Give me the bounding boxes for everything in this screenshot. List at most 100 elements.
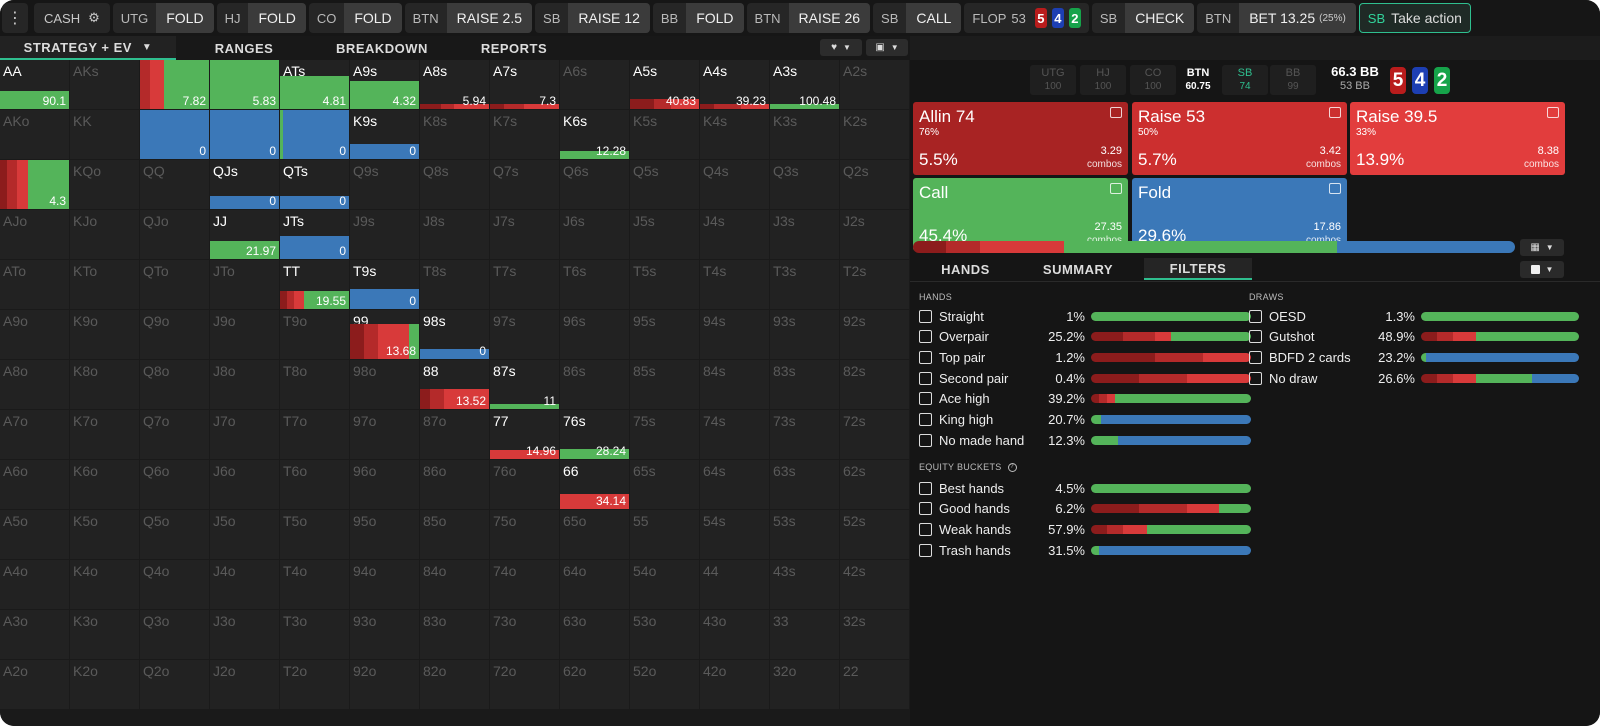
hand-cell[interactable]: JTs 0 <box>280 210 349 259</box>
action-step-sb[interactable]: SB RAISE 12 <box>535 3 650 33</box>
hand-cell[interactable]: T2o <box>280 660 349 709</box>
hand-cell[interactable]: 72s <box>840 410 909 459</box>
hand-cell[interactable]: J2s <box>840 210 909 259</box>
hand-cell[interactable]: T7o <box>280 410 349 459</box>
hand-cell[interactable]: 72o <box>490 660 559 709</box>
hand-cell[interactable]: T2s <box>840 260 909 309</box>
hand-cell[interactable]: 86o <box>420 460 489 509</box>
hand-cell[interactable]: K5s <box>630 110 699 159</box>
filter-checkbox[interactable] <box>919 392 932 406</box>
hand-cell[interactable]: T8s <box>420 260 489 309</box>
hand-cell[interactable]: K6s 12.28 <box>560 110 629 159</box>
tab-reports[interactable]: REPORTS <box>462 36 566 60</box>
hand-cell[interactable]: J8o <box>210 360 279 409</box>
hand-cell[interactable]: ATs 4.81 <box>280 60 349 109</box>
action-box-raise-39-5[interactable]: Raise 39.5 33% 13.9% 8.38 combos <box>1350 102 1565 175</box>
hand-cell[interactable]: 83s <box>770 360 839 409</box>
hand-cell[interactable]: 52o <box>630 660 699 709</box>
filter-checkbox[interactable] <box>919 481 932 495</box>
hand-cell[interactable]: AA 90.1 <box>0 60 69 109</box>
hand-cell[interactable]: J4o <box>210 560 279 609</box>
hand-cell[interactable]: 62o <box>560 660 629 709</box>
hand-cell[interactable]: Q9o <box>140 310 209 359</box>
hand-cell[interactable]: 85s <box>630 360 699 409</box>
filter-checkbox[interactable] <box>919 330 932 344</box>
filter-row[interactable]: Overpair 25.2% <box>919 327 1251 347</box>
action-box-call[interactable]: Call 45.4% 27.35 combos <box>913 178 1128 251</box>
hand-cell[interactable]: 98s 0 <box>420 310 489 359</box>
hand-cell[interactable]: 86s <box>560 360 629 409</box>
hand-cell[interactable]: Q6s <box>560 160 629 209</box>
save-dropdown[interactable]: ▣ ▼ <box>866 39 908 56</box>
game-type-selector[interactable]: CASH ⚙ <box>34 3 110 33</box>
filter-row[interactable]: Second pair 0.4% <box>919 368 1251 388</box>
hand-cell[interactable]: J6s <box>560 210 629 259</box>
hand-cell[interactable]: Q2o <box>140 660 209 709</box>
caret-down-icon[interactable]: ▼ <box>141 41 153 53</box>
hand-cell[interactable]: 97o <box>350 410 419 459</box>
hand-cell[interactable]: 85o <box>420 510 489 559</box>
tab-hands[interactable]: HANDS <box>913 258 1018 280</box>
filter-checkbox[interactable] <box>919 413 932 426</box>
tab-strategy-ev[interactable]: STRATEGY + EV ▼ <box>0 36 176 60</box>
hand-cell[interactable]: 97s <box>490 310 559 359</box>
tab-breakdown[interactable]: BREAKDOWN <box>320 36 444 60</box>
hand-cell[interactable]: KTo <box>70 260 139 309</box>
hand-cell[interactable]: Q3s <box>770 160 839 209</box>
hand-cell[interactable]: T5o <box>280 510 349 559</box>
hand-cell[interactable]: A6s <box>560 60 629 109</box>
hand-cell[interactable]: 93o <box>350 610 419 659</box>
action-step-utg[interactable]: UTG FOLD <box>112 3 214 33</box>
filter-row[interactable]: Good hands 6.2% <box>919 499 1251 519</box>
hand-cell[interactable]: Q4s <box>700 160 769 209</box>
action-step-bb[interactable]: BB FOLD <box>652 3 744 33</box>
hand-cell[interactable]: 74s <box>700 410 769 459</box>
hand-cell[interactable]: 42o <box>700 660 769 709</box>
hand-cell[interactable]: 62s <box>840 460 909 509</box>
filter-row[interactable]: OESD 1.3% <box>1249 306 1579 326</box>
hand-cell[interactable]: AQo4.3 <box>0 160 69 209</box>
filter-checkbox[interactable] <box>919 522 932 536</box>
hand-cell[interactable]: A8o <box>0 360 69 409</box>
filter-checkbox[interactable] <box>919 371 932 385</box>
filter-row[interactable]: No made hand 12.3% <box>919 430 1251 450</box>
help-icon[interactable]: ? <box>1007 462 1017 472</box>
hand-cell[interactable]: K7s <box>490 110 559 159</box>
hand-cell[interactable]: KJs0 <box>210 110 279 159</box>
hand-cell[interactable]: 76o <box>490 460 559 509</box>
hand-cell[interactable]: QTs 0 <box>280 160 349 209</box>
hand-cell[interactable]: K4o <box>70 560 139 609</box>
hand-cell[interactable]: A9o <box>0 310 69 359</box>
filter-checkbox[interactable] <box>1249 350 1262 364</box>
hand-cell[interactable]: J7o <box>210 410 279 459</box>
position-bb[interactable]: BB 99 <box>1270 65 1316 95</box>
hand-cell[interactable]: 75s <box>630 410 699 459</box>
flop-indicator[interactable]: FLOP 53 5 4 2 <box>964 3 1089 33</box>
hand-cell[interactable]: 22 <box>840 660 909 709</box>
details-icon[interactable] <box>1329 107 1341 118</box>
hand-cell[interactable]: Q7s <box>490 160 559 209</box>
action-step-sb-check[interactable]: SB CHECK <box>1091 3 1195 33</box>
hand-cell[interactable]: 99 13.68 <box>350 310 419 359</box>
position-co[interactable]: CO 100 <box>1130 65 1176 95</box>
action-step-sb[interactable]: SB CALL <box>873 3 962 33</box>
hand-cell[interactable]: 94o <box>350 560 419 609</box>
tab-summary[interactable]: SUMMARY <box>1023 258 1133 280</box>
hand-cell[interactable]: 92s <box>840 310 909 359</box>
hand-cell[interactable]: 54o <box>630 560 699 609</box>
hand-cell[interactable]: 84o <box>420 560 489 609</box>
hand-cell[interactable]: 83o <box>420 610 489 659</box>
hand-cell[interactable]: AKo <box>0 110 69 159</box>
hand-cell[interactable]: A5s 40.83 <box>630 60 699 109</box>
hand-cell[interactable]: 77 14.96 <box>490 410 559 459</box>
hand-cell[interactable]: 95o <box>350 510 419 559</box>
hand-cell[interactable]: 55 <box>630 510 699 559</box>
hand-cell[interactable]: QJs 0 <box>210 160 279 209</box>
action-step-btn-bet[interactable]: BTN BET 13.25 (25%) <box>1197 3 1356 33</box>
filter-row[interactable]: Ace high 39.2% <box>919 389 1251 409</box>
details-icon[interactable] <box>1329 183 1341 194</box>
hand-cell[interactable]: 32o <box>770 660 839 709</box>
hand-cell[interactable]: 96o <box>350 460 419 509</box>
hand-cell[interactable]: JJ 21.97 <box>210 210 279 259</box>
hand-cell[interactable]: T4o <box>280 560 349 609</box>
